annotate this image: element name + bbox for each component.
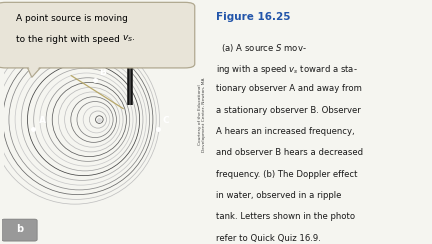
Text: tionary observer A and away from: tionary observer A and away from (216, 84, 362, 93)
Text: B: B (99, 68, 106, 77)
Text: C: C (162, 116, 169, 125)
FancyBboxPatch shape (2, 219, 37, 241)
Text: tank. Letters shown in the photo: tank. Letters shown in the photo (216, 212, 355, 221)
Text: in water, observed in a ripple: in water, observed in a ripple (216, 191, 341, 200)
Text: refer to Quick Quiz 16.9.: refer to Quick Quiz 16.9. (216, 234, 321, 243)
Text: frequency. (b) The Doppler effect: frequency. (b) The Doppler effect (216, 170, 358, 179)
Text: ing with a speed $v_s$ toward a sta-: ing with a speed $v_s$ toward a sta- (216, 63, 358, 76)
Polygon shape (26, 64, 44, 77)
Text: A hears an increased frequency,: A hears an increased frequency, (216, 127, 355, 136)
Text: Courtesy of the Educational
Development Center, Newton, MA: Courtesy of the Educational Development … (198, 78, 206, 152)
FancyBboxPatch shape (0, 2, 195, 68)
Polygon shape (27, 62, 43, 76)
Text: $v_S$.: $v_S$. (122, 34, 135, 44)
Text: A: A (38, 116, 45, 125)
Text: and observer B hears a decreased: and observer B hears a decreased (216, 148, 363, 157)
Text: A point source is moving: A point source is moving (16, 14, 128, 23)
Text: Figure 16.25: Figure 16.25 (216, 12, 290, 22)
Text: to the right with speed: to the right with speed (16, 35, 123, 43)
Text: (a) A source $S$ mov-: (a) A source $S$ mov- (216, 41, 307, 54)
Text: b: b (16, 224, 23, 234)
Text: a stationary observer B. Observer: a stationary observer B. Observer (216, 106, 361, 115)
